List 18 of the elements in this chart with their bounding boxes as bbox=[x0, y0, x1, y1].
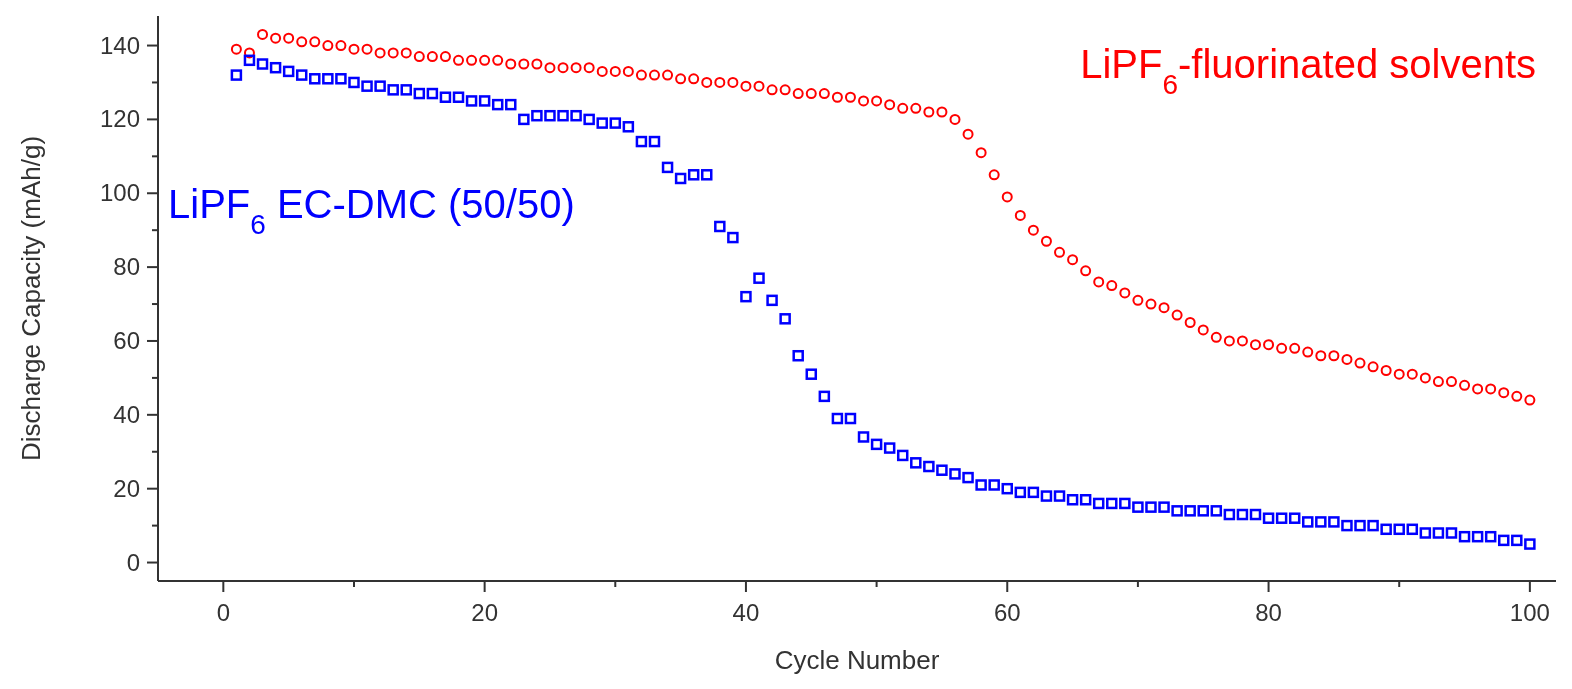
y-axis-title: Discharge Capacity (mAh/g) bbox=[16, 135, 46, 462]
x-tick-label: 0 bbox=[216, 599, 231, 626]
y-tick-label: 0 bbox=[126, 548, 140, 576]
y-tick-label: 20 bbox=[113, 474, 140, 502]
y-tick-label: 40 bbox=[113, 400, 140, 428]
y-tick-label: 60 bbox=[113, 326, 140, 354]
x-axis-title: Cycle Number bbox=[774, 645, 940, 675]
x-tick-label: 80 bbox=[1255, 599, 1282, 626]
x-tick-label: 40 bbox=[732, 599, 760, 626]
y-tick-label: 80 bbox=[113, 253, 140, 281]
series-label: LiPF$_{6}$ EC-DMC (50/50) bbox=[168, 182, 575, 240]
y-tick-label: 100 bbox=[99, 179, 140, 207]
x-tick-label: 20 bbox=[471, 599, 498, 626]
text: LiPF$_{6}$-fluorinated solvents bbox=[1080, 42, 1536, 100]
x-tick-label: 60 bbox=[993, 599, 1021, 626]
x-tick-label: 100 bbox=[1509, 599, 1550, 626]
y-tick-label: 140 bbox=[99, 31, 140, 59]
y-tick-label: 120 bbox=[99, 105, 140, 133]
